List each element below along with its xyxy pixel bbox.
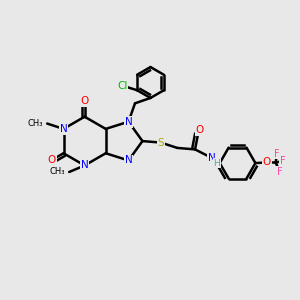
Text: F: F [277, 167, 283, 177]
Text: N: N [124, 155, 132, 165]
Text: Cl: Cl [117, 81, 128, 91]
Text: H: H [213, 159, 220, 168]
Text: O: O [48, 155, 56, 165]
Text: F: F [274, 148, 280, 159]
Text: O: O [80, 96, 89, 106]
Text: N: N [81, 160, 88, 170]
Text: O: O [262, 158, 271, 167]
Text: CH₃: CH₃ [27, 119, 43, 128]
Text: S: S [158, 138, 164, 148]
Text: N: N [208, 153, 215, 163]
Text: N: N [60, 124, 68, 134]
Text: N: N [124, 117, 132, 127]
Text: O: O [195, 125, 204, 135]
Text: CH₃: CH₃ [49, 167, 65, 176]
Text: F: F [280, 156, 286, 166]
